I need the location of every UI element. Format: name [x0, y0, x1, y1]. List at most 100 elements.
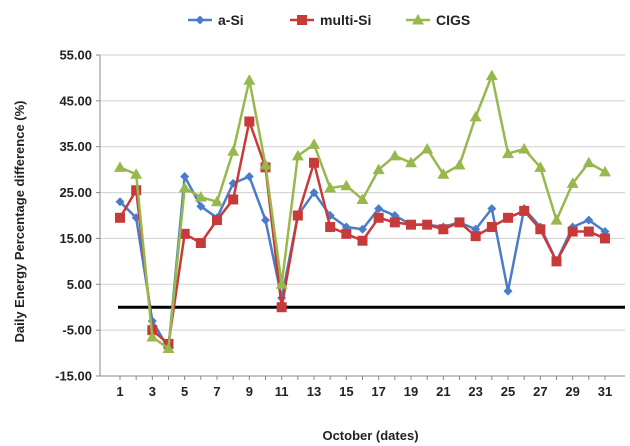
data-point-multi-si: [244, 116, 255, 127]
data-point-cigs: [194, 191, 207, 202]
y-axis-label: Daily Energy Percentage difference (%): [12, 100, 27, 342]
legend-item-a-si: a-Si: [188, 12, 244, 28]
y-tick-label: 25.00: [59, 185, 92, 200]
data-point-multi-si: [195, 238, 206, 249]
x-tick-label: 17: [371, 384, 385, 399]
data-point-multi-si: [179, 228, 190, 239]
data-point-cigs: [275, 278, 288, 289]
data-point-cigs: [550, 214, 563, 225]
x-tick-label: 31: [598, 384, 612, 399]
data-point-cigs: [518, 143, 531, 154]
legend-marker: [195, 15, 205, 25]
data-point-multi-si: [551, 256, 562, 267]
x-tick-label: 27: [533, 384, 547, 399]
x-tick-label: 11: [275, 384, 289, 399]
data-point-cigs: [130, 168, 143, 179]
data-point-cigs: [340, 179, 353, 191]
x-axis-ticks: 1 3 5 7 9 11 13 15 17 19 21 23 25 27 29 31: [116, 376, 612, 399]
data-point-cigs: [146, 331, 159, 342]
data-point-cigs: [324, 181, 337, 193]
legend-item-cigs: CIGS: [406, 12, 470, 28]
data-point-cigs: [356, 193, 369, 204]
data-point-cigs: [178, 181, 191, 193]
data-point-multi-si: [583, 226, 594, 237]
y-tick-label: 45.00: [59, 93, 92, 108]
data-point-cigs: [502, 147, 514, 159]
x-tick-label: 1: [116, 384, 123, 399]
x-tick-label: 15: [339, 384, 353, 399]
x-tick-label: 23: [468, 384, 482, 399]
data-point-multi-si: [131, 185, 142, 196]
data-point-multi-si: [567, 226, 578, 237]
x-tick-label: 21: [436, 384, 450, 399]
data-point-cigs: [599, 165, 611, 177]
legend-label: multi-Si: [320, 12, 371, 28]
data-point-a-si: [115, 197, 125, 207]
x-axis-label: October (dates): [322, 428, 418, 443]
legend-item-multi-si: multi-Si: [290, 12, 371, 28]
data-point-cigs: [453, 159, 466, 170]
data-point-a-si: [487, 204, 497, 214]
x-tick-label: 9: [246, 384, 253, 399]
y-axis-ticks: 55.00 45.00 35.00 25.00 15.00 5.00 -5.00 -15.00: [55, 48, 100, 384]
data-point-cigs: [405, 156, 417, 168]
data-point-a-si: [358, 224, 367, 234]
legend-marker: [412, 14, 424, 25]
grid: [100, 54, 625, 377]
plot-area: [99, 55, 625, 377]
data-point-cigs: [291, 149, 304, 161]
data-point-a-si: [261, 215, 270, 225]
legend-label: CIGS: [436, 12, 470, 28]
data-point-multi-si: [228, 194, 239, 205]
legend: a-Si multi-Si CIGS: [188, 12, 470, 28]
y-tick-label: 35.00: [59, 139, 92, 154]
data-point-cigs: [582, 156, 595, 168]
y-tick-label: -15.00: [55, 369, 92, 384]
data-point-multi-si: [325, 221, 336, 232]
data-point-multi-si: [309, 157, 319, 168]
series-group: [114, 69, 611, 353]
data-point-multi-si: [357, 235, 368, 246]
data-point-multi-si: [373, 212, 384, 223]
data-point-a-si: [309, 188, 319, 198]
data-point-cigs: [485, 69, 498, 81]
y-tick-label: 15.00: [59, 231, 92, 246]
legend-marker: [297, 15, 307, 25]
data-point-a-si: [196, 201, 206, 211]
data-point-multi-si: [406, 219, 416, 230]
data-point-cigs: [308, 138, 320, 149]
data-point-cigs: [566, 177, 579, 188]
data-point-cigs: [534, 161, 547, 172]
data-point-multi-si: [600, 233, 610, 244]
data-point-cigs: [227, 145, 240, 156]
series-cigs: [114, 69, 611, 353]
data-point-multi-si: [519, 205, 530, 216]
data-point-cigs: [114, 161, 126, 172]
data-point-multi-si: [422, 219, 433, 230]
data-point-multi-si: [470, 231, 481, 242]
data-point-multi-si: [276, 302, 287, 313]
data-point-multi-si: [389, 217, 400, 228]
data-point-multi-si: [341, 228, 352, 239]
x-tick-label: 5: [181, 384, 188, 399]
x-tick-label: 19: [404, 384, 418, 399]
data-point-cigs: [243, 74, 256, 85]
x-tick-label: 29: [565, 384, 579, 399]
data-point-multi-si: [212, 215, 222, 226]
data-point-a-si: [180, 172, 190, 182]
data-point-a-si: [244, 172, 254, 182]
data-point-cigs: [211, 195, 223, 207]
data-point-cigs: [437, 168, 450, 179]
data-point-cigs: [162, 342, 175, 353]
y-tick-label: -5.00: [62, 323, 92, 338]
data-point-cigs: [388, 149, 401, 161]
x-tick-label: 7: [213, 384, 220, 399]
y-tick-label: 5.00: [67, 277, 92, 292]
data-point-a-si: [584, 215, 594, 225]
data-point-multi-si: [292, 210, 303, 221]
data-point-multi-si: [454, 217, 465, 228]
data-point-a-si: [374, 204, 384, 214]
data-point-a-si: [503, 286, 513, 296]
data-point-multi-si: [535, 224, 546, 235]
